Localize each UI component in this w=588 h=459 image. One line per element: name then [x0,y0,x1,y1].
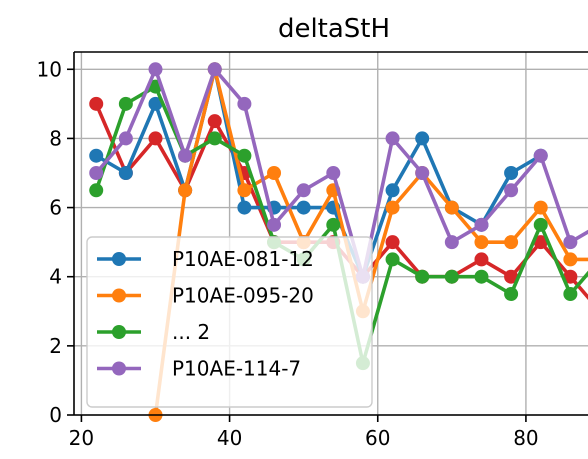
data-point [89,96,104,111]
series-line [94,67,588,279]
data-point [444,235,459,250]
series-line [95,67,542,279]
legend: P10AE-081-12 P10AE-095-20 ... 2 P10AE-114-7 [86,236,373,408]
y-tick-label: 0 [49,403,62,427]
data-point [118,96,133,111]
legend-entry: P10AE-095-20 [97,284,314,308]
data-point [474,217,489,232]
legend-marker [112,361,126,376]
legend-entry: P10AE-114-7 [97,357,301,381]
data-point [178,148,193,163]
data-point [296,183,311,198]
legend-entry: P10AE-081-12 [97,247,314,271]
data-point [89,148,104,163]
data-point [148,131,163,146]
y-tick-label: 2 [49,334,62,358]
data-point [563,252,578,267]
data-point [237,200,252,215]
x-tick-label: 20 [69,426,94,450]
data-point [267,166,282,180]
chart-title: deltaStH [278,14,390,44]
data-point [207,114,222,129]
data-point [563,287,578,301]
data-point [415,166,430,180]
data-point [385,235,400,250]
data-point [118,166,133,180]
data-point [504,235,519,250]
legend-label: P10AE-081-12 [172,247,314,271]
data-point [474,252,489,267]
data-point [533,235,548,250]
data-point [474,235,489,250]
data-point [118,131,133,146]
data-point [533,148,548,163]
data-point [207,62,222,77]
data-point [326,217,341,232]
data-point [563,269,578,284]
data-point [385,131,400,146]
data-point [89,166,104,180]
data-point [563,235,578,250]
data-point [533,200,548,215]
data-point [504,269,519,284]
legend-label: ... 2 [172,320,210,344]
data-point [267,217,282,232]
x-tick-label: 60 [365,426,390,450]
data-point [237,183,252,198]
y-tick-label: 4 [49,265,62,289]
x-tick-label: 40 [217,426,242,450]
data-point [415,269,430,284]
data-point [504,166,519,180]
data-point [326,166,341,180]
data-point [444,269,459,284]
legend-marker [112,288,126,303]
data-point [207,131,222,146]
y-tick-label: 6 [49,196,62,220]
legend-box [86,236,373,408]
data-point [385,183,400,198]
data-point [89,183,104,198]
data-point [148,96,163,111]
data-point [385,252,400,267]
series-line [153,67,588,416]
data-point [533,217,548,232]
data-point [504,287,519,301]
data-point [444,200,459,215]
legend-entry: ... 2 [97,320,210,344]
y-tick-label: 8 [49,126,62,150]
legend-marker [112,252,126,266]
data-point [237,148,252,163]
tick-labels: 20 40 60 80 0 2 4 6 8 10 [37,57,539,450]
data-point [474,269,489,284]
data-point [385,200,400,215]
y-tick-label: 10 [37,57,62,81]
data-point [296,200,311,215]
data-point [237,96,252,111]
axes [67,51,588,422]
legend-marker [112,325,126,339]
legend-label: P10AE-095-20 [172,284,314,308]
data-point [415,131,430,146]
data-point [504,183,519,198]
data-point [148,62,163,77]
x-tick-label: 80 [513,426,538,450]
legend-label: P10AE-114-7 [172,357,301,381]
data-point [178,183,193,198]
